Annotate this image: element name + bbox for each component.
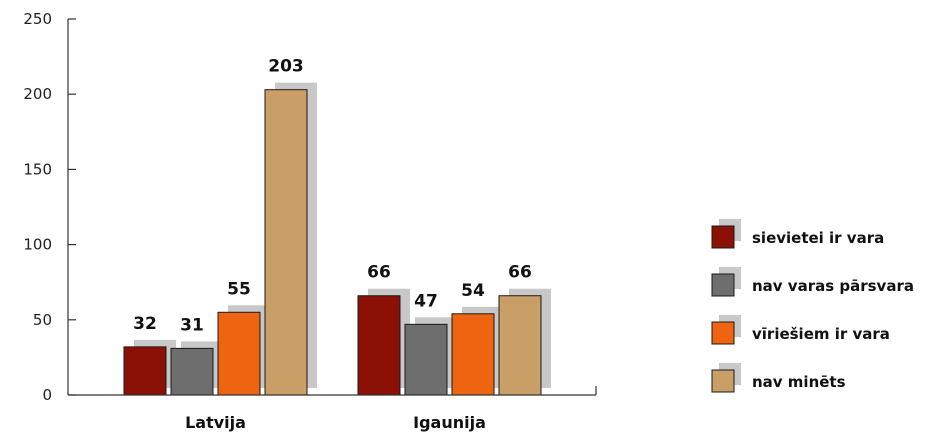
y-tick-label: 0 <box>42 386 52 404</box>
data-label: 47 <box>414 291 438 311</box>
legend-label: sievietei ir vara <box>752 229 884 247</box>
x-axis: Latvija Igaunija <box>68 386 597 432</box>
legend-label: vīriešiem ir vara <box>752 325 890 343</box>
bar <box>357 295 401 396</box>
data-label: 31 <box>180 315 204 335</box>
bar <box>498 295 542 396</box>
bar <box>404 323 448 396</box>
legend-label: nav minēts <box>752 373 846 391</box>
data-label: 54 <box>461 281 485 301</box>
y-tick-label: 100 <box>23 236 52 254</box>
x-category-label: Latvija <box>185 413 246 432</box>
data-label: 203 <box>268 57 304 77</box>
data-labels: 32 31 55 203 66 47 54 66 <box>133 57 532 336</box>
data-label: 66 <box>508 263 532 283</box>
y-tick-label: 250 <box>23 10 52 28</box>
bar <box>217 311 261 396</box>
bar <box>451 313 495 396</box>
legend-label: nav varas pārsvara <box>752 277 914 295</box>
legend: sievietei ir vara nav varas pārsvara vīrie… <box>711 219 914 393</box>
data-label: 66 <box>367 263 391 283</box>
bar <box>123 346 167 396</box>
data-label: 32 <box>133 314 157 334</box>
bar <box>264 89 308 396</box>
legend-swatch <box>711 321 735 345</box>
legend-swatch <box>711 273 735 297</box>
y-axis: 0 50 100 150 200 250 <box>23 10 76 404</box>
y-tick-label: 200 <box>23 85 52 103</box>
legend-swatch <box>711 369 735 393</box>
bars <box>123 89 542 396</box>
y-tick-label: 50 <box>33 311 52 329</box>
y-tick-label: 150 <box>23 160 52 178</box>
x-category-label: Igaunija <box>413 413 486 432</box>
legend-swatch <box>711 225 735 249</box>
bar <box>170 347 214 396</box>
data-label: 55 <box>227 279 251 299</box>
